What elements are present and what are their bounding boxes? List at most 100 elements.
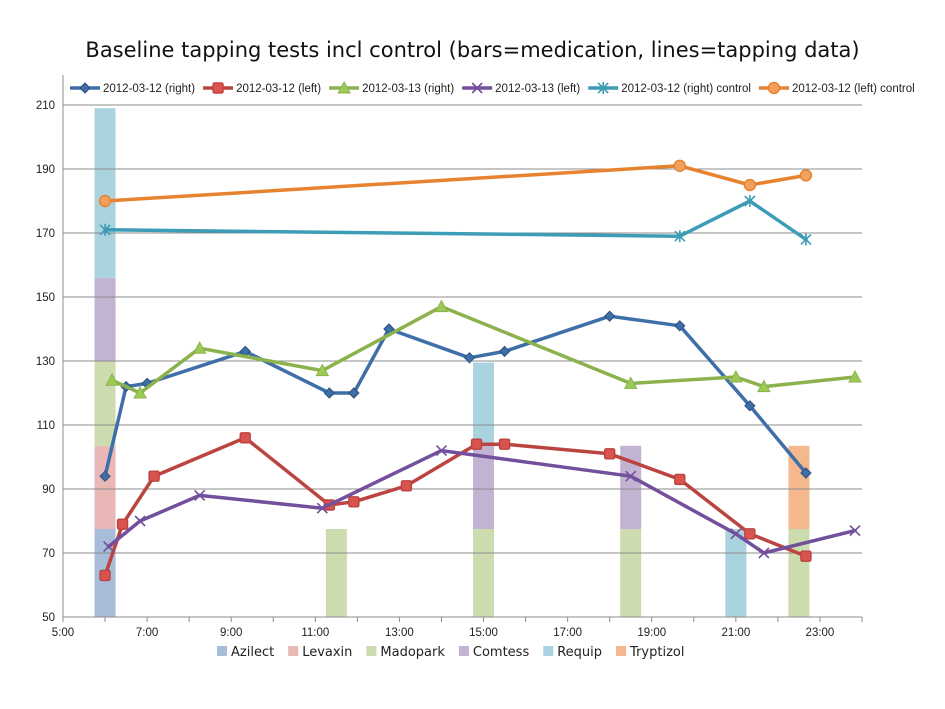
point	[105, 373, 119, 386]
legend-2012-03-12-right-control: 2012-03-12 (right) control	[588, 82, 751, 95]
series-2012-03-12-left-control	[98, 159, 813, 208]
x-tick-label: 23:00	[806, 627, 835, 639]
point	[674, 320, 686, 332]
point	[757, 379, 771, 393]
bar-comtess	[94, 277, 116, 361]
point	[337, 80, 351, 94]
legend-levaxin: Levaxin	[288, 645, 352, 660]
point	[603, 310, 616, 322]
legend-label: 2012-03-13 (right)	[362, 83, 454, 95]
legend-label: Madopark	[380, 645, 445, 660]
point	[470, 438, 483, 450]
legend-requip: Requip	[543, 645, 602, 660]
legend-label: Azilect	[231, 645, 274, 660]
legend-label: Tryptizol	[629, 645, 684, 660]
point	[800, 467, 812, 479]
y-tick-label: 210	[36, 100, 55, 112]
x-tick-label: 15:00	[469, 627, 498, 639]
point	[744, 195, 756, 207]
legend-tryptizol: Tryptizol	[616, 645, 684, 660]
y-tick-label: 170	[36, 228, 55, 240]
y-tick-label: 110	[37, 420, 55, 432]
legend-label: Requip	[557, 645, 602, 660]
y-tick-labels: 50 70 90 110 130 150 170 190 210	[36, 100, 55, 624]
point	[134, 515, 146, 527]
chart-title: Baseline tapping tests incl control (bar…	[85, 38, 860, 62]
legend-swatch	[217, 646, 227, 656]
data-lines	[98, 159, 862, 582]
point	[800, 550, 812, 562]
point	[744, 528, 756, 540]
legend-label: 2012-03-12 (right)	[103, 83, 195, 95]
medication-legend: Azilect Levaxin Madopark Comtess Requip Trypt…	[217, 645, 684, 660]
series-2012-03-13-right	[105, 299, 862, 399]
point	[744, 400, 756, 412]
legend-label: Comtess	[473, 645, 530, 660]
series-line	[103, 164, 808, 203]
bar-madopark	[325, 529, 347, 617]
point	[498, 345, 511, 358]
bar-comtess	[620, 445, 642, 529]
series-2012-03-12-left	[99, 432, 812, 582]
x-tick-labels: 5:00 7:00 9:00 11:00 13:00 15:00 17:00 19:00 21:…	[52, 627, 835, 639]
series-legend: 2012-03-12 (right) 2012-03-12 (left) 2012-…	[70, 80, 915, 95]
point	[316, 502, 328, 514]
point	[194, 489, 206, 501]
y-tick-label: 70	[42, 548, 55, 560]
point	[849, 525, 861, 537]
axes	[62, 75, 863, 622]
point	[743, 178, 757, 192]
point	[498, 438, 511, 450]
legend-swatch	[616, 646, 627, 656]
y-tick-label: 130	[36, 356, 55, 368]
point	[99, 470, 111, 482]
bar-tryptizol	[788, 445, 810, 529]
point	[348, 387, 360, 399]
point	[133, 385, 147, 399]
bar-levaxin	[94, 445, 116, 529]
point	[623, 376, 638, 389]
legend-label: 2012-03-12 (left) control	[792, 83, 915, 95]
series-2012-03-12-right-control	[99, 195, 812, 246]
legend-azilect: Azilect	[217, 645, 274, 660]
y-tick-label: 90	[42, 484, 55, 496]
legend-2012-03-12-left-control: 2012-03-12 (left) control	[758, 81, 915, 95]
y-tick-label: 190	[36, 164, 55, 176]
legend-label: 2012-03-12 (left)	[236, 83, 321, 95]
x-tick-label: 9:00	[220, 627, 242, 639]
point	[99, 223, 111, 236]
point	[848, 369, 862, 383]
legend-2012-03-13-left: 2012-03-13 (left)	[462, 82, 580, 95]
point	[99, 569, 111, 582]
legend-comtess: Comtess	[458, 645, 530, 660]
bar-requip	[94, 108, 116, 278]
legend-swatch	[543, 646, 554, 656]
grid-lines	[63, 104, 862, 554]
point	[400, 480, 413, 492]
legend-label: 2012-03-12 (right) control	[621, 83, 751, 95]
point	[625, 470, 637, 482]
point	[463, 352, 476, 364]
y-tick-label: 50	[42, 612, 55, 624]
legend-label: 2012-03-13 (left)	[495, 83, 580, 95]
x-tick-label: 7:00	[136, 627, 158, 639]
bar-requip	[473, 362, 495, 446]
y-tick-label: 150	[36, 292, 55, 304]
point	[323, 387, 336, 399]
point	[148, 470, 160, 482]
legend-swatch	[458, 646, 469, 656]
bar-requip	[725, 529, 747, 617]
point	[79, 82, 91, 94]
series-line	[103, 436, 808, 578]
point	[348, 496, 360, 508]
point	[212, 82, 224, 94]
legend-2012-03-12-right: 2012-03-12 (right)	[70, 82, 195, 95]
bar-madopark	[473, 529, 495, 617]
legend-swatch	[288, 646, 299, 656]
point	[758, 547, 770, 559]
point	[102, 541, 115, 553]
point	[673, 159, 686, 173]
point	[800, 233, 812, 246]
bar-madopark	[620, 529, 642, 617]
